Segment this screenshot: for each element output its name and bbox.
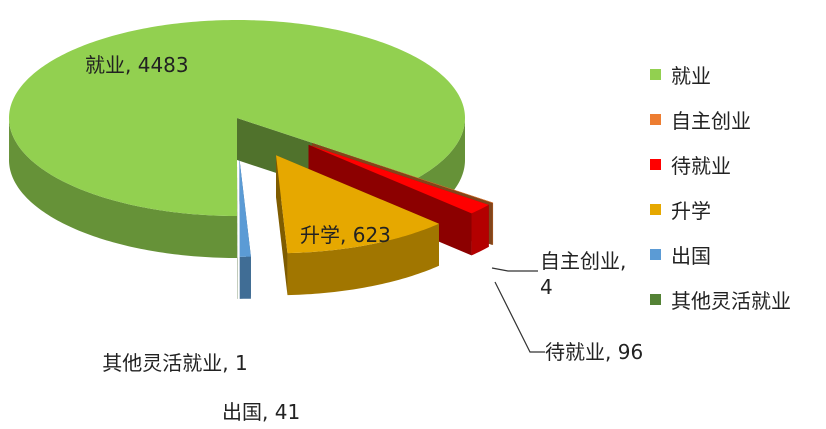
data-label: 其他灵活就业, 1 xyxy=(102,351,248,375)
legend-swatch xyxy=(650,294,661,305)
slice-side xyxy=(239,256,251,299)
legend-item: 出国 xyxy=(650,240,711,269)
legend-swatch xyxy=(650,114,661,125)
legend-item: 升学 xyxy=(650,195,711,224)
legend-label: 升学 xyxy=(671,199,711,223)
slice xyxy=(9,20,465,216)
slice xyxy=(276,155,439,254)
legend-item: 待就业 xyxy=(650,150,731,179)
legend-swatch xyxy=(650,249,661,260)
legend-label: 其他灵活就业 xyxy=(671,289,791,313)
slice-edge xyxy=(276,155,288,296)
legend-item: 自主创业 xyxy=(650,105,751,134)
legend-swatch xyxy=(650,204,661,215)
slice-side xyxy=(9,116,238,258)
slice xyxy=(239,158,251,257)
leader-line xyxy=(491,267,538,272)
legend-swatch xyxy=(650,69,661,80)
legend-item: 就业 xyxy=(650,60,711,89)
legend-label: 待就业 xyxy=(671,154,731,178)
data-label: 升学, 623 xyxy=(300,223,391,247)
slice-side xyxy=(471,204,489,256)
legend-swatch xyxy=(650,159,661,170)
data-label: 出国, 41 xyxy=(222,400,301,424)
slice xyxy=(308,144,489,214)
slice-side xyxy=(492,202,494,246)
slice-side xyxy=(287,223,439,296)
legend-label: 自主创业 xyxy=(671,109,751,133)
slice xyxy=(312,142,494,204)
data-label: 自主创业, 4 xyxy=(540,249,627,299)
legend-item: 其他灵活就业 xyxy=(650,285,791,314)
leader-line xyxy=(494,281,545,353)
legend-label: 出国 xyxy=(671,244,711,268)
legend-label: 就业 xyxy=(671,64,711,88)
data-label: 待就业, 96 xyxy=(545,340,644,364)
data-label: 就业, 4483 xyxy=(85,53,189,77)
